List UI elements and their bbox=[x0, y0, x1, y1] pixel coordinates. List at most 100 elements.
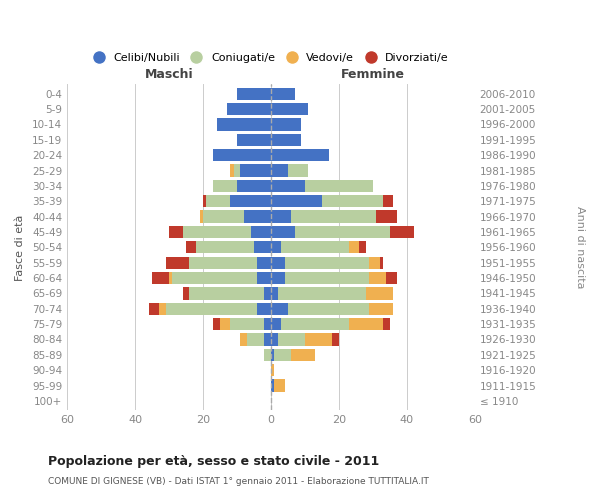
Bar bbox=[257, 302, 271, 315]
Bar bbox=[271, 348, 274, 361]
Bar bbox=[196, 241, 254, 254]
Bar bbox=[233, 164, 241, 176]
Bar bbox=[230, 164, 233, 176]
Bar bbox=[278, 288, 366, 300]
Bar bbox=[182, 226, 251, 238]
Bar bbox=[159, 302, 166, 315]
Bar bbox=[370, 256, 380, 269]
Bar bbox=[206, 195, 230, 207]
Bar bbox=[305, 334, 332, 345]
Y-axis label: Fasce di età: Fasce di età bbox=[15, 214, 25, 280]
Bar bbox=[271, 302, 288, 315]
Bar bbox=[254, 241, 271, 254]
Bar bbox=[203, 210, 244, 222]
Bar bbox=[166, 302, 257, 315]
Y-axis label: Anni di nascita: Anni di nascita bbox=[575, 206, 585, 288]
Bar bbox=[264, 348, 271, 361]
Bar bbox=[349, 318, 383, 330]
Bar bbox=[292, 348, 315, 361]
Bar bbox=[271, 149, 329, 162]
Bar bbox=[190, 288, 264, 300]
Legend: Celibi/Nubili, Coniugati/e, Vedovi/e, Divorziati/e: Celibi/Nubili, Coniugati/e, Vedovi/e, Di… bbox=[89, 48, 453, 68]
Bar bbox=[271, 334, 278, 345]
Bar bbox=[295, 226, 390, 238]
Bar bbox=[271, 103, 308, 115]
Bar bbox=[247, 334, 264, 345]
Bar bbox=[230, 195, 271, 207]
Bar bbox=[271, 318, 281, 330]
Bar bbox=[186, 241, 196, 254]
Bar bbox=[217, 118, 271, 130]
Bar bbox=[166, 256, 190, 269]
Bar bbox=[383, 195, 393, 207]
Bar bbox=[237, 134, 271, 146]
Bar bbox=[237, 88, 271, 100]
Bar bbox=[332, 334, 339, 345]
Bar bbox=[227, 103, 271, 115]
Bar bbox=[251, 226, 271, 238]
Bar bbox=[172, 272, 257, 284]
Bar bbox=[257, 272, 271, 284]
Bar bbox=[349, 241, 359, 254]
Bar bbox=[284, 272, 370, 284]
Bar bbox=[152, 272, 169, 284]
Bar bbox=[292, 210, 376, 222]
Bar bbox=[271, 364, 274, 376]
Bar bbox=[366, 288, 393, 300]
Bar bbox=[271, 210, 292, 222]
Bar bbox=[271, 88, 295, 100]
Bar bbox=[376, 210, 397, 222]
Bar bbox=[257, 256, 271, 269]
Text: Popolazione per età, sesso e stato civile - 2011: Popolazione per età, sesso e stato civil… bbox=[48, 455, 379, 468]
Text: Maschi: Maschi bbox=[145, 68, 193, 82]
Bar bbox=[390, 226, 413, 238]
Bar bbox=[169, 226, 182, 238]
Bar bbox=[244, 210, 271, 222]
Bar bbox=[281, 241, 349, 254]
Bar bbox=[182, 288, 190, 300]
Bar bbox=[271, 256, 284, 269]
Bar bbox=[288, 164, 308, 176]
Bar bbox=[220, 318, 230, 330]
Bar bbox=[284, 256, 370, 269]
Text: Femmine: Femmine bbox=[341, 68, 405, 82]
Bar bbox=[271, 226, 295, 238]
Bar bbox=[264, 334, 271, 345]
Bar bbox=[241, 164, 271, 176]
Bar bbox=[271, 118, 301, 130]
Bar bbox=[370, 302, 393, 315]
Bar bbox=[370, 272, 386, 284]
Bar bbox=[203, 195, 206, 207]
Bar bbox=[271, 134, 301, 146]
Bar bbox=[380, 256, 383, 269]
Bar bbox=[230, 318, 264, 330]
Bar bbox=[281, 318, 349, 330]
Bar bbox=[305, 180, 373, 192]
Bar bbox=[190, 256, 257, 269]
Bar bbox=[271, 164, 288, 176]
Bar bbox=[264, 318, 271, 330]
Bar bbox=[169, 272, 172, 284]
Bar bbox=[241, 334, 247, 345]
Bar bbox=[237, 180, 271, 192]
Bar bbox=[271, 241, 281, 254]
Bar bbox=[274, 380, 284, 392]
Bar bbox=[386, 272, 397, 284]
Bar bbox=[271, 380, 274, 392]
Bar bbox=[213, 180, 237, 192]
Bar bbox=[288, 302, 370, 315]
Bar bbox=[200, 210, 203, 222]
Bar bbox=[278, 334, 305, 345]
Bar bbox=[271, 288, 278, 300]
Bar bbox=[359, 241, 366, 254]
Text: COMUNE DI GIGNESE (VB) - Dati ISTAT 1° gennaio 2011 - Elaborazione TUTTITALIA.IT: COMUNE DI GIGNESE (VB) - Dati ISTAT 1° g… bbox=[48, 478, 429, 486]
Bar bbox=[271, 272, 284, 284]
Bar bbox=[213, 149, 271, 162]
Bar bbox=[213, 318, 220, 330]
Bar bbox=[274, 348, 292, 361]
Bar bbox=[322, 195, 383, 207]
Bar bbox=[149, 302, 159, 315]
Bar bbox=[264, 288, 271, 300]
Bar bbox=[383, 318, 390, 330]
Bar bbox=[271, 180, 305, 192]
